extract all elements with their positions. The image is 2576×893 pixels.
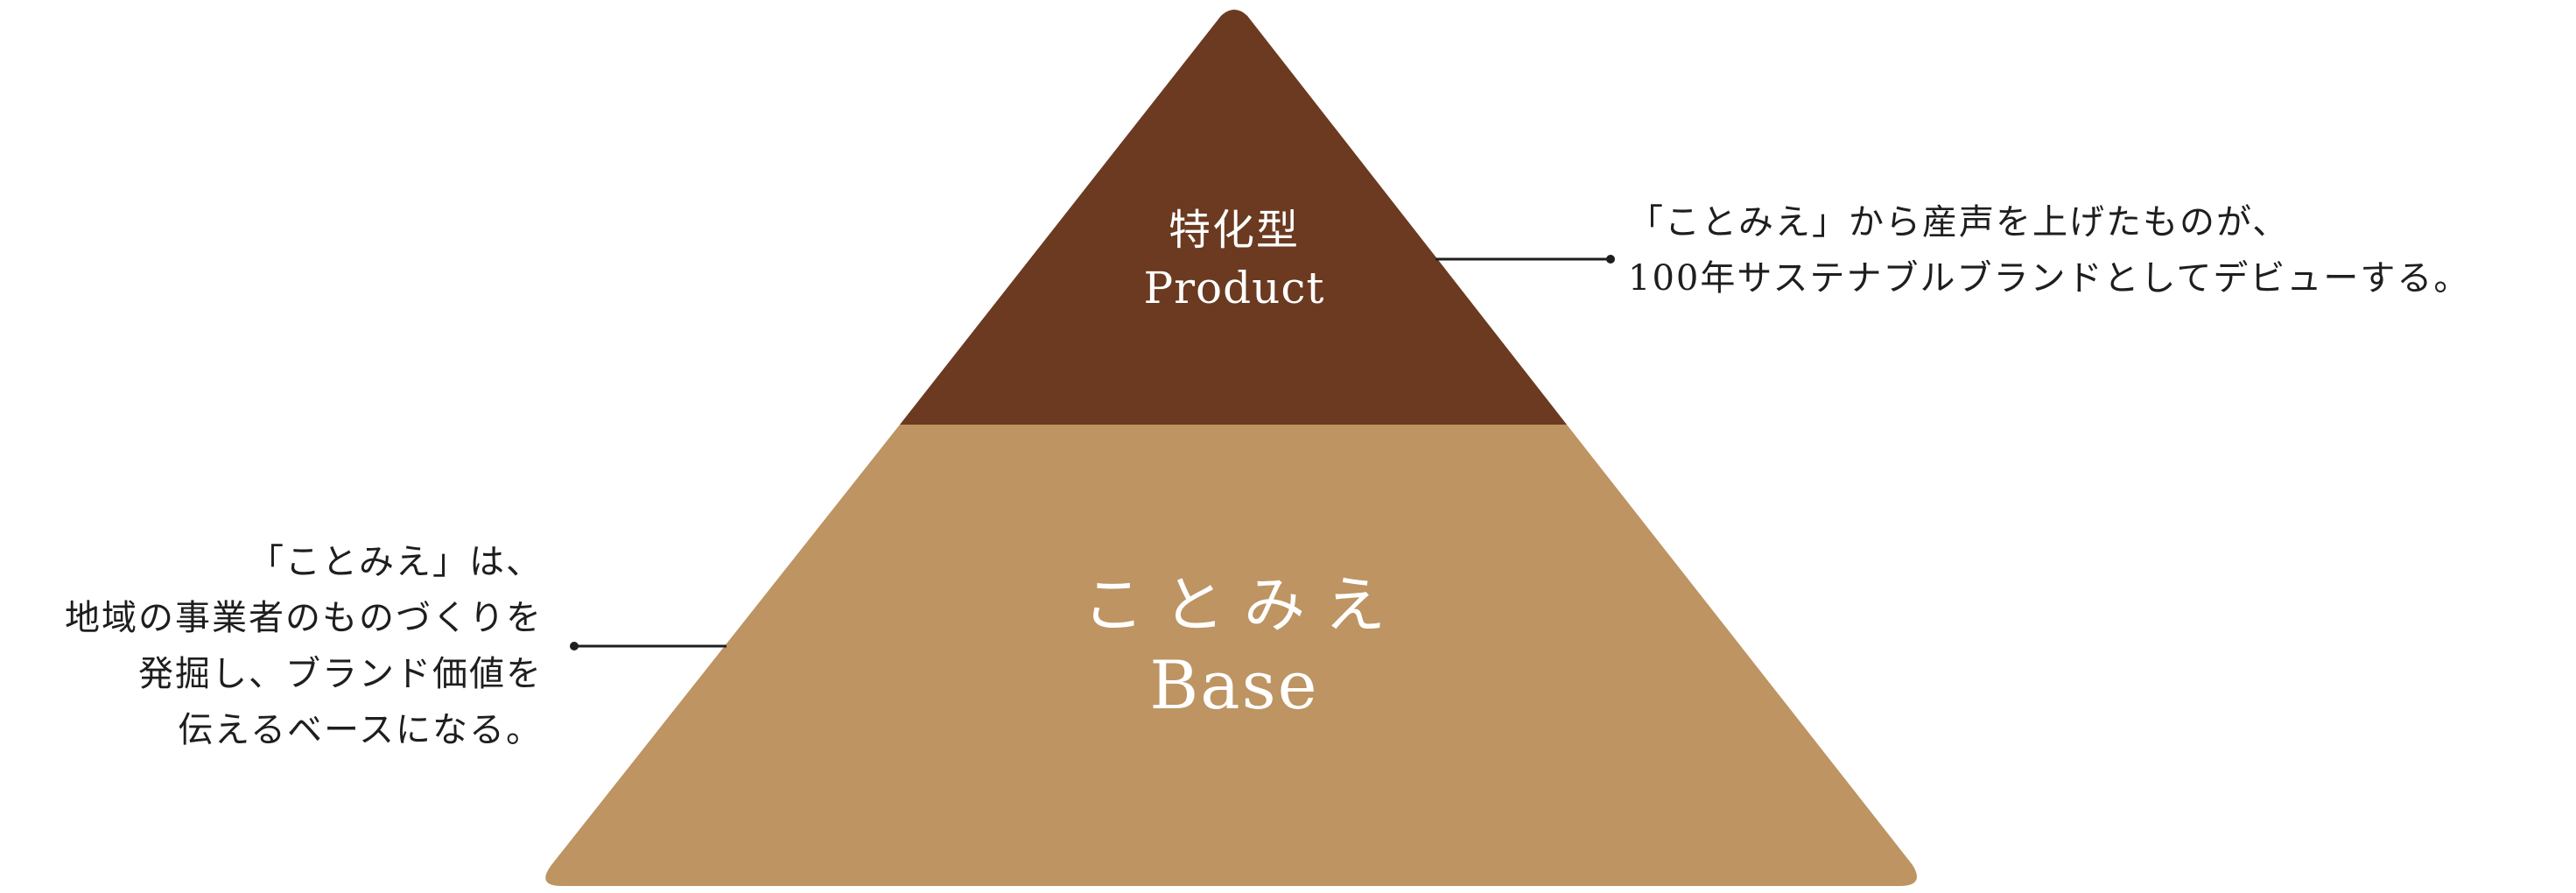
- annotation-line: 伝えるベースになる。: [178, 710, 543, 750]
- base-tier-title: ことみえ: [1083, 569, 1405, 641]
- base-tier-subtitle: Base: [1149, 646, 1319, 724]
- top-tier-leader-dot: [1606, 255, 1615, 264]
- annotation-line: 「ことみえ」から産声を上げたものが、: [1628, 202, 2290, 243]
- pyramid-top-tier: [900, 10, 1567, 425]
- annotation-line: 「ことみえ」は、: [249, 542, 543, 582]
- top-tier-label: 特化型 Product: [1068, 201, 1400, 317]
- base-tier-leader-dot: [570, 642, 579, 650]
- base-tier-label: ことみえ Base: [1015, 565, 1453, 726]
- annotation-line: 100年サステナブルブランドとしてデビューする。: [1628, 258, 2471, 299]
- annotation-line: 地域の事業者のものづくりを: [65, 598, 543, 638]
- annotation-line: 発掘し、ブランド価値を: [138, 654, 543, 694]
- base-tier-annotation: 「ことみえ」は、 地域の事業者のものづくりを 発掘し、ブランド価値を 伝えるベー…: [0, 534, 543, 758]
- top-tier-subtitle: Product: [1143, 263, 1325, 313]
- top-tier-annotation: 「ことみえ」から産声を上げたものが、 100年サステナブルブランドとしてデビュー…: [1628, 194, 2470, 306]
- top-tier-title: 特化型: [1168, 206, 1300, 255]
- pyramid-base-tier: [545, 425, 1917, 886]
